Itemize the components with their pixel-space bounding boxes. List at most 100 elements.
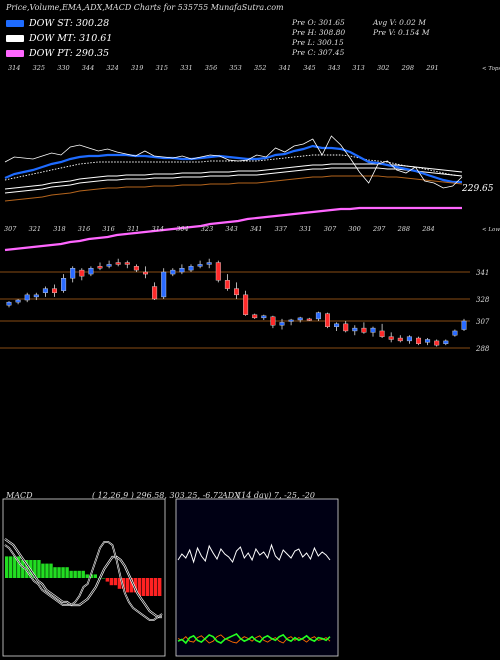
price-chart: 314 325 330 344 324 319 315 331 356 353 352 341 345 3…	[0, 64, 500, 353]
ema-brown-line	[4, 175, 463, 202]
macd-histogram-bar	[125, 578, 130, 593]
adx-params: (14 day) 7, -25, -20	[238, 491, 315, 500]
candle-body	[179, 268, 185, 273]
candle-body	[443, 340, 449, 344]
bottom-label: 341	[250, 225, 262, 233]
top-label: 343	[328, 64, 340, 72]
candle-body	[334, 323, 340, 327]
top-label: 298	[401, 64, 414, 72]
bottom-label: 316	[102, 225, 114, 233]
candle-body	[425, 339, 431, 343]
stat-pre-volume: Pre V: 0.154 M	[373, 28, 430, 37]
macd-histogram-bar	[113, 578, 118, 586]
bottom-label: 307	[324, 225, 337, 233]
stat-close: Pre C: 307.45	[292, 48, 345, 57]
stat-avg-volume: Avg V: 0.02 M	[373, 18, 426, 27]
candle-body	[152, 286, 158, 300]
bottom-label: 316	[78, 225, 90, 233]
price-level-label: 341	[476, 269, 489, 277]
candle-body	[270, 316, 276, 326]
top-label: 341	[279, 64, 291, 72]
macd-histogram-bar	[153, 578, 158, 596]
macd-histogram-bar	[33, 560, 37, 578]
top-label: 345	[303, 64, 315, 72]
macd-histogram-bar	[121, 578, 126, 589]
candle-body	[15, 299, 21, 303]
top-label: 331	[180, 64, 192, 72]
candle-body	[224, 280, 230, 289]
tops-caption: < Tops	[482, 66, 500, 72]
macd-histogram-bar	[93, 574, 97, 578]
top-label: 344	[82, 64, 94, 72]
macd-histogram-bar	[141, 578, 146, 596]
candle-body	[379, 330, 385, 337]
top-label: 291	[425, 64, 438, 72]
candle-body	[142, 271, 148, 275]
macd-histogram-bar	[21, 560, 25, 578]
macd-histogram-bar	[81, 570, 85, 578]
candle-body	[70, 268, 76, 279]
candle-body	[133, 266, 139, 271]
macd-histogram-bar	[9, 556, 13, 578]
top-label: 356	[205, 64, 217, 72]
candle-body	[42, 288, 48, 293]
candle-body	[206, 262, 212, 265]
adx-title: ADX	[222, 491, 240, 500]
macd-histogram-bar	[109, 578, 114, 586]
top-label: 315	[156, 64, 168, 72]
price-level-label: 288	[475, 345, 490, 353]
candle-body	[243, 294, 249, 315]
candle-body	[406, 336, 412, 342]
top-label: 325	[33, 64, 45, 72]
candle-body	[279, 322, 285, 326]
legend-label-mt: DOW MT: 310.61	[29, 33, 113, 44]
macd-histogram-bar	[77, 570, 81, 578]
ema-pt-line	[4, 206, 462, 252]
legend-swatch-pt	[6, 50, 24, 57]
macd-histogram-bar	[157, 578, 162, 596]
ema-last-label: 229.65	[461, 184, 494, 194]
macd-histogram-bar	[129, 578, 134, 593]
macd-histogram-bar	[145, 578, 150, 596]
macd-histogram-bar	[57, 567, 61, 578]
top-label: 330	[57, 64, 69, 72]
candle-body	[106, 264, 112, 267]
candle-body	[61, 278, 67, 291]
candle-body	[188, 266, 194, 271]
macd-line-core	[4, 541, 163, 621]
macd-histogram-bar	[25, 560, 29, 578]
bottom-label: 297	[372, 225, 386, 233]
candle-body	[161, 271, 167, 298]
price-line	[4, 135, 463, 189]
page-title: Price,Volume,EMA,ADX,MACD Charts for 535…	[6, 3, 284, 12]
price-level-label: 307	[476, 318, 490, 326]
ema-fast-line	[4, 144, 462, 184]
candle-body	[197, 264, 203, 267]
stat-open: Pre O: 301.65	[292, 18, 345, 27]
top-label: 314	[8, 64, 20, 72]
candle-body	[315, 312, 321, 320]
candle-body	[261, 315, 267, 319]
candle-body	[124, 262, 130, 265]
stat-low: Pre L: 300.15	[292, 38, 344, 47]
candle-body	[170, 269, 176, 275]
macd-histogram-bar	[61, 567, 65, 578]
macd-histogram-bar	[137, 578, 142, 596]
bottom-label: 343	[225, 225, 237, 233]
macd-signal-core	[4, 538, 162, 618]
candle-body	[252, 314, 258, 319]
top-label: 319	[131, 64, 143, 72]
candle-body	[115, 262, 121, 265]
adx-line	[177, 543, 331, 564]
legend-dow-mt: DOW MT: 310.61	[6, 33, 112, 44]
macd-histogram-bar	[73, 570, 77, 578]
macd-histogram-bar	[85, 574, 89, 578]
plus-di-line	[177, 633, 331, 645]
macd-histogram-bar	[149, 578, 154, 596]
candle-body	[461, 320, 467, 330]
bottom-label: 284	[421, 225, 434, 233]
macd-histogram-bar	[49, 563, 53, 578]
ema-long-line-2	[4, 167, 463, 194]
candle-body	[343, 323, 349, 332]
